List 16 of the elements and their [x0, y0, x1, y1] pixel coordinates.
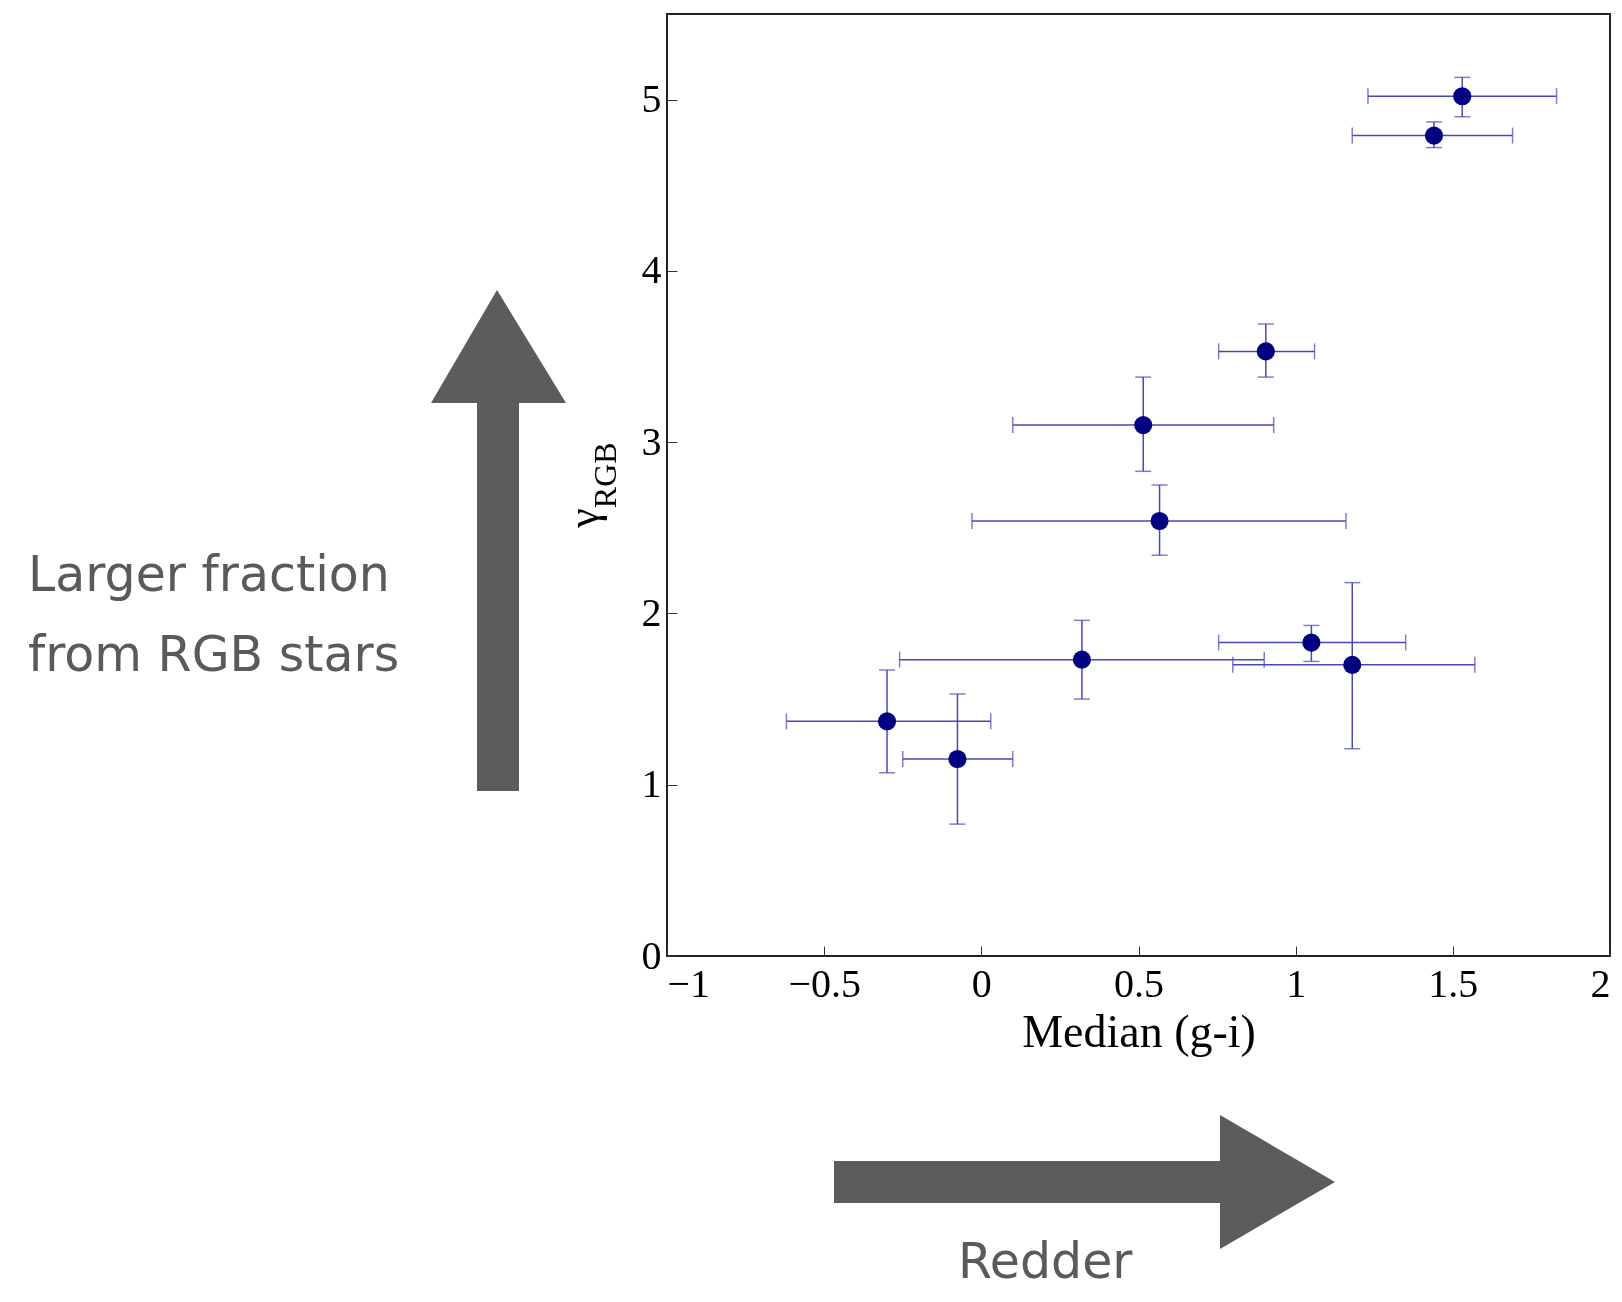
y-tick-label: 2 — [641, 589, 662, 635]
y-tick-label: 1 — [641, 761, 662, 807]
x-tick-label: 1 — [1286, 960, 1307, 1006]
x-tick-label: 0.5 — [1114, 960, 1164, 1006]
x-tick-label: 0 — [971, 960, 992, 1006]
text: Larger fraction from RGB stars — [28, 545, 401, 685]
x-axis-title: Median (g-i) — [1022, 1005, 1256, 1057]
x-tick-label: −0.5 — [788, 960, 861, 1006]
x-tick-label: 1.5 — [1428, 960, 1479, 1006]
x-tick-label: −1 — [667, 960, 711, 1006]
y-tick-label: 3 — [641, 418, 662, 464]
y-tick-label: 5 — [641, 76, 662, 122]
text: Redder — [958, 1232, 1134, 1292]
y-tick-label: 0 — [641, 932, 662, 978]
x-tick-label: 2 — [1590, 960, 1611, 1006]
y-tick-label: 4 — [641, 247, 662, 293]
